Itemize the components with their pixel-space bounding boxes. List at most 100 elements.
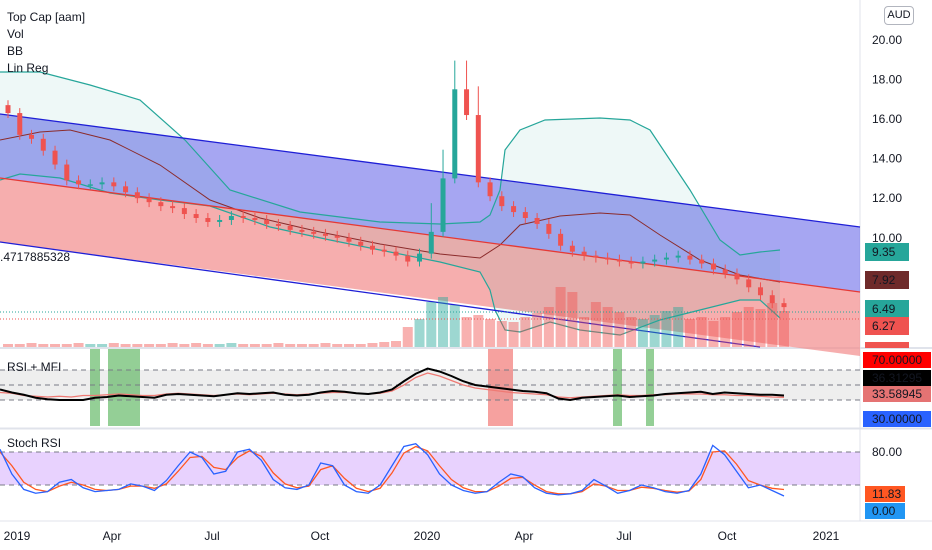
candle — [405, 255, 411, 262]
candle — [628, 261, 634, 264]
price-tick-label: 12.00 — [872, 191, 902, 205]
volume-bar — [391, 341, 401, 347]
legend-item: Vol — [7, 27, 24, 41]
rsi-badge-label: 30.00000 — [872, 412, 922, 426]
volume-bar — [108, 343, 119, 347]
candle — [746, 279, 752, 288]
volume-bar — [261, 344, 272, 347]
candle — [757, 287, 763, 296]
time-tick-label: Jul — [204, 529, 219, 543]
candle — [287, 225, 293, 230]
candle — [722, 269, 728, 274]
rsi-highlight — [646, 349, 654, 426]
volume-bar — [438, 297, 449, 347]
candle — [64, 164, 70, 181]
volume-bar — [343, 344, 354, 347]
volume-bar — [97, 344, 108, 347]
volume-bar — [743, 307, 754, 347]
volume-bar — [226, 343, 237, 347]
volume-bar — [14, 344, 25, 347]
rsi-title: RSI + MFI — [7, 360, 61, 374]
volume-bar — [626, 317, 637, 347]
stoch-badge-label: 11.83 — [872, 487, 901, 501]
volume-bar — [332, 344, 343, 347]
candle — [264, 219, 270, 224]
price-badge — [865, 300, 909, 318]
candle — [334, 235, 340, 238]
volume-bar — [520, 317, 531, 347]
candle — [369, 245, 375, 250]
candle — [511, 206, 517, 213]
time-tick-label: 2019 — [4, 529, 31, 543]
volume-bar — [755, 309, 766, 347]
candle — [311, 231, 317, 234]
volume-bar — [249, 344, 260, 347]
volume-bar — [602, 307, 613, 347]
price-tick-label: 18.00 — [872, 72, 902, 86]
volume-bar — [355, 344, 366, 347]
time-tick-label: Oct — [311, 529, 330, 543]
rsi-highlight — [613, 349, 622, 426]
candle — [87, 184, 93, 186]
volume-bar — [614, 312, 625, 347]
volume-bar — [461, 317, 472, 347]
candle — [134, 192, 140, 199]
candle — [275, 223, 281, 226]
volume-bar — [649, 315, 660, 347]
price-badge-label: 6.49 — [872, 302, 896, 316]
volume-bar — [543, 307, 554, 347]
candle — [558, 233, 564, 246]
regression-upper-fill — [0, 114, 860, 292]
volume-bar — [238, 344, 249, 347]
candle — [440, 178, 446, 232]
candle — [17, 113, 23, 135]
volume-bar — [779, 311, 789, 347]
candle — [769, 295, 775, 304]
candle — [475, 115, 481, 183]
volume-bar — [590, 302, 601, 347]
volume-bar — [38, 344, 49, 347]
price-tick-label: 14.00 — [872, 152, 902, 166]
candle — [616, 259, 622, 262]
volume-bar — [120, 344, 131, 347]
candle — [76, 180, 82, 185]
time-tick-label: Apr — [103, 529, 122, 543]
volume-bar — [367, 343, 378, 347]
volume-bar — [532, 313, 543, 347]
stoch-k-line — [0, 443, 785, 497]
candle — [299, 229, 305, 232]
candle — [346, 237, 352, 242]
candle — [534, 218, 540, 224]
bollinger-basis-line — [0, 129, 781, 283]
volume-bar — [179, 344, 190, 347]
stoch-band-fill — [0, 452, 860, 485]
volume-bar — [767, 303, 778, 347]
candle — [240, 216, 246, 218]
time-tick-label: Jul — [616, 529, 631, 543]
candle — [217, 219, 223, 222]
candle — [522, 212, 528, 218]
price-badge-label: 6.27 — [872, 319, 896, 333]
volume-bar — [167, 343, 178, 347]
candle — [593, 255, 599, 258]
bollinger-fill — [0, 72, 780, 335]
bollinger-upper-line — [0, 71, 781, 256]
volume-bar — [320, 343, 331, 347]
rsi-badge — [863, 386, 931, 402]
time-tick-label: Apr — [515, 529, 534, 543]
volume-bar — [26, 343, 37, 347]
price-tick-label: 16.00 — [872, 112, 902, 126]
candle — [193, 214, 199, 218]
volume-bar — [50, 344, 61, 347]
currency-button[interactable]: AUD — [884, 6, 914, 25]
volume-bar — [708, 321, 719, 347]
rsi-badge — [863, 370, 931, 386]
volume-bar — [485, 319, 496, 347]
volume-bar — [673, 307, 684, 347]
candle — [687, 255, 693, 260]
rsi-badge — [863, 411, 931, 427]
volume-bar — [73, 343, 84, 347]
volume-bar — [308, 344, 319, 347]
rsi-highlight — [108, 349, 140, 426]
